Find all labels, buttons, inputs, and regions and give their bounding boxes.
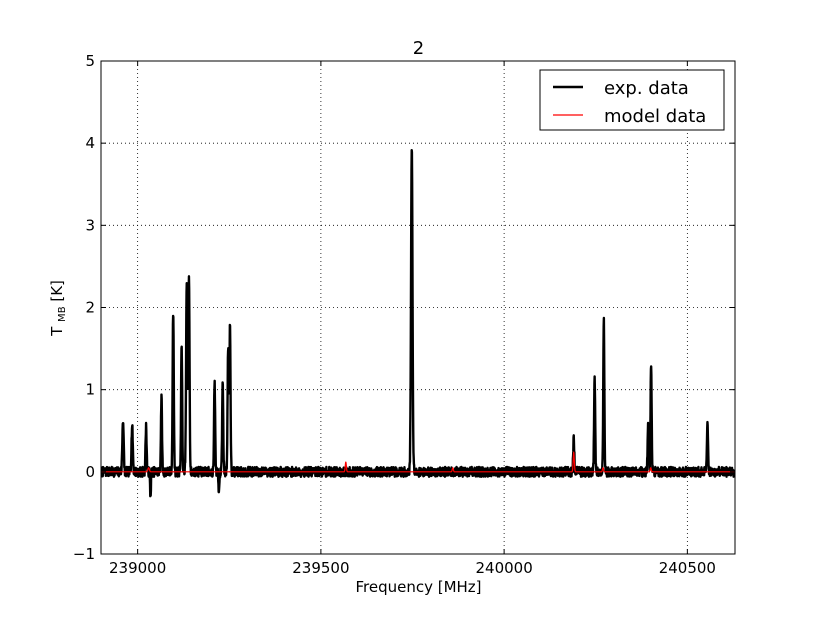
y-axis-label-main: T — [48, 326, 66, 337]
y-tick-label: 0 — [85, 463, 95, 481]
x-tick-label: 239000 — [109, 559, 166, 577]
y-tick-label: 5 — [85, 52, 95, 70]
y-tick-label: 2 — [85, 299, 95, 317]
chart-title: 2 — [413, 38, 424, 59]
legend: exp. data model data — [539, 69, 725, 131]
x-tick-label: 239500 — [292, 559, 349, 577]
y-tick-label: 3 — [85, 216, 95, 234]
y-axis-label: T MB [K] — [48, 280, 69, 337]
x-axis-label: Frequency [MHz] — [355, 578, 481, 596]
y-tick-label: 1 — [85, 381, 95, 399]
y-axis: −1 0 1 2 3 4 5 — [73, 52, 735, 563]
x-axis: 239000 239500 240000 240500 — [109, 61, 716, 577]
y-axis-label-sub: MB — [57, 306, 68, 322]
y-axis-label-unit: [K] — [48, 280, 66, 302]
legend-box — [539, 69, 725, 131]
legend-label-model-data: model data — [604, 106, 706, 127]
x-tick-label: 240500 — [659, 559, 716, 577]
legend-label-exp-data: exp. data — [604, 78, 689, 99]
x-tick-label: 240000 — [475, 559, 532, 577]
series-line-model-data — [101, 451, 735, 473]
y-tick-label: 4 — [85, 134, 95, 152]
y-tick-label: −1 — [73, 545, 95, 563]
